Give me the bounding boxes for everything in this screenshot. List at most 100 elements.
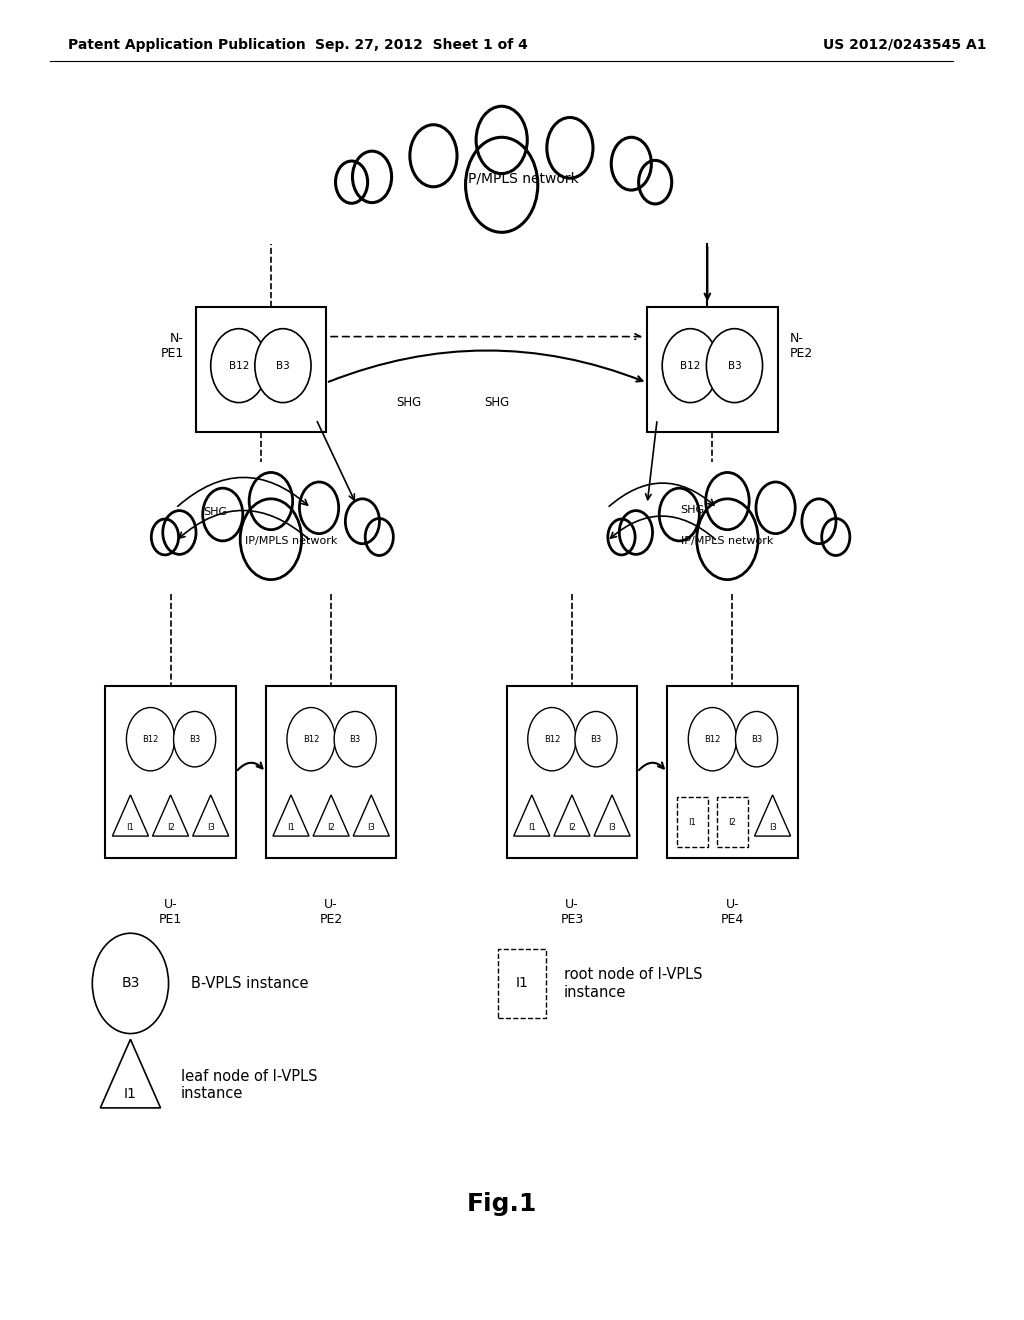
Text: U-
PE3: U- PE3 (560, 898, 584, 925)
Text: I2: I2 (728, 818, 736, 826)
Circle shape (255, 329, 311, 403)
Text: I3: I3 (608, 822, 616, 832)
Circle shape (527, 708, 575, 771)
Text: Sep. 27, 2012  Sheet 1 of 4: Sep. 27, 2012 Sheet 1 of 4 (315, 38, 527, 51)
Text: B12: B12 (228, 360, 249, 371)
Text: I2: I2 (167, 822, 174, 832)
Text: US 2012/0243545 A1: US 2012/0243545 A1 (822, 38, 986, 51)
Polygon shape (755, 795, 791, 836)
Text: Fig.1: Fig.1 (467, 1192, 537, 1216)
Text: B3: B3 (121, 977, 139, 990)
Circle shape (126, 708, 174, 771)
Text: B3: B3 (189, 735, 201, 743)
Text: I1: I1 (287, 822, 295, 832)
Polygon shape (313, 795, 349, 836)
Text: B12: B12 (705, 735, 721, 743)
Text: N-
PE2: N- PE2 (790, 331, 813, 360)
Circle shape (476, 107, 527, 174)
Circle shape (241, 499, 302, 579)
Text: I2: I2 (328, 822, 335, 832)
FancyBboxPatch shape (266, 686, 396, 858)
Circle shape (620, 511, 652, 554)
Text: I1: I1 (127, 822, 134, 832)
FancyBboxPatch shape (717, 797, 748, 847)
Circle shape (249, 473, 293, 529)
FancyBboxPatch shape (196, 308, 326, 433)
Circle shape (659, 488, 699, 541)
Circle shape (688, 708, 736, 771)
Text: B3: B3 (349, 735, 360, 743)
Polygon shape (514, 795, 550, 836)
Text: IP/MPLS network: IP/MPLS network (464, 172, 580, 185)
Text: B3: B3 (751, 735, 762, 743)
Circle shape (345, 499, 380, 544)
Polygon shape (353, 795, 389, 836)
Circle shape (366, 519, 393, 556)
Circle shape (547, 117, 593, 178)
Text: U-
PE4: U- PE4 (721, 898, 744, 925)
Text: I1: I1 (688, 818, 696, 826)
Circle shape (663, 329, 719, 403)
Circle shape (334, 711, 376, 767)
Text: B3: B3 (591, 735, 602, 743)
Text: N-
PE1: N- PE1 (161, 331, 183, 360)
Circle shape (574, 711, 617, 767)
Circle shape (203, 488, 243, 541)
Text: Patent Application Publication: Patent Application Publication (69, 38, 306, 51)
Circle shape (92, 933, 169, 1034)
Text: B3: B3 (728, 360, 741, 371)
Circle shape (802, 499, 836, 544)
Text: I1: I1 (124, 1086, 137, 1101)
Text: root node of I-VPLS
instance: root node of I-VPLS instance (564, 968, 702, 999)
Circle shape (211, 329, 267, 403)
Text: B-VPLS instance: B-VPLS instance (190, 975, 308, 991)
Text: SHG: SHG (396, 396, 422, 409)
Circle shape (706, 473, 750, 529)
Circle shape (466, 137, 538, 232)
Text: SHG: SHG (680, 504, 705, 515)
Text: I2: I2 (568, 822, 575, 832)
Circle shape (410, 124, 457, 186)
Text: U-
PE1: U- PE1 (159, 898, 182, 925)
Circle shape (174, 711, 216, 767)
Text: B3: B3 (276, 360, 290, 371)
Polygon shape (113, 795, 148, 836)
Circle shape (707, 329, 763, 403)
Circle shape (639, 161, 672, 205)
Text: B12: B12 (142, 735, 159, 743)
Circle shape (152, 519, 178, 554)
Polygon shape (193, 795, 228, 836)
Circle shape (163, 511, 196, 554)
Text: I1: I1 (515, 977, 528, 990)
Text: I1: I1 (528, 822, 536, 832)
Circle shape (611, 137, 651, 190)
FancyBboxPatch shape (677, 797, 708, 847)
FancyBboxPatch shape (507, 686, 637, 858)
FancyBboxPatch shape (105, 686, 236, 858)
Text: SHG: SHG (204, 507, 227, 517)
Polygon shape (153, 795, 188, 836)
Circle shape (299, 482, 339, 533)
Polygon shape (100, 1039, 161, 1107)
FancyBboxPatch shape (668, 686, 798, 858)
Text: I3: I3 (207, 822, 215, 832)
Text: IP/MPLS network: IP/MPLS network (245, 536, 337, 546)
Text: B12: B12 (544, 735, 560, 743)
Text: B12: B12 (303, 735, 319, 743)
Circle shape (287, 708, 335, 771)
Text: I3: I3 (769, 822, 776, 832)
Text: B12: B12 (680, 360, 700, 371)
FancyBboxPatch shape (647, 308, 777, 433)
Text: SHG: SHG (484, 396, 509, 409)
Text: IP/MPLS network: IP/MPLS network (681, 536, 773, 546)
Polygon shape (594, 795, 630, 836)
Circle shape (336, 161, 368, 203)
Text: I3: I3 (368, 822, 375, 832)
Circle shape (696, 499, 758, 579)
Polygon shape (554, 795, 590, 836)
Circle shape (735, 711, 777, 767)
FancyBboxPatch shape (498, 949, 546, 1018)
Circle shape (821, 519, 850, 556)
Text: leaf node of I-VPLS
instance: leaf node of I-VPLS instance (180, 1069, 317, 1101)
Circle shape (756, 482, 796, 533)
